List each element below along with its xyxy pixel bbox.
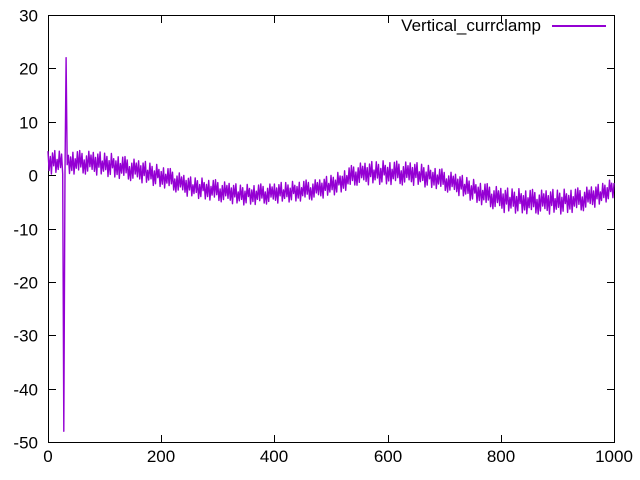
y-tick-label: 20 — [19, 60, 38, 79]
y-tick-label: -20 — [13, 274, 38, 293]
plot-border — [48, 15, 615, 443]
series-line-vertical-currclamp — [47, 57, 615, 432]
legend-line-sample — [552, 24, 606, 27]
y-tick-label: -40 — [13, 381, 38, 400]
y-tick-label: 0 — [29, 167, 38, 186]
legend: Vertical_currclamp — [401, 16, 606, 35]
x-tick-label: 0 — [43, 447, 52, 466]
x-tick-label: 200 — [147, 447, 175, 466]
y-tick-label: 10 — [19, 114, 38, 133]
y-tick-label: -30 — [13, 327, 38, 346]
x-tick-label: 600 — [374, 447, 402, 466]
y-tick-label: 30 — [19, 7, 38, 26]
legend-label: Vertical_currclamp — [401, 16, 541, 35]
x-tick-label: 800 — [487, 447, 515, 466]
y-tick-label: -10 — [13, 221, 38, 240]
x-tick-label: 400 — [260, 447, 288, 466]
x-tick-label: 1000 — [595, 447, 633, 466]
y-tick-label: -50 — [13, 434, 38, 453]
